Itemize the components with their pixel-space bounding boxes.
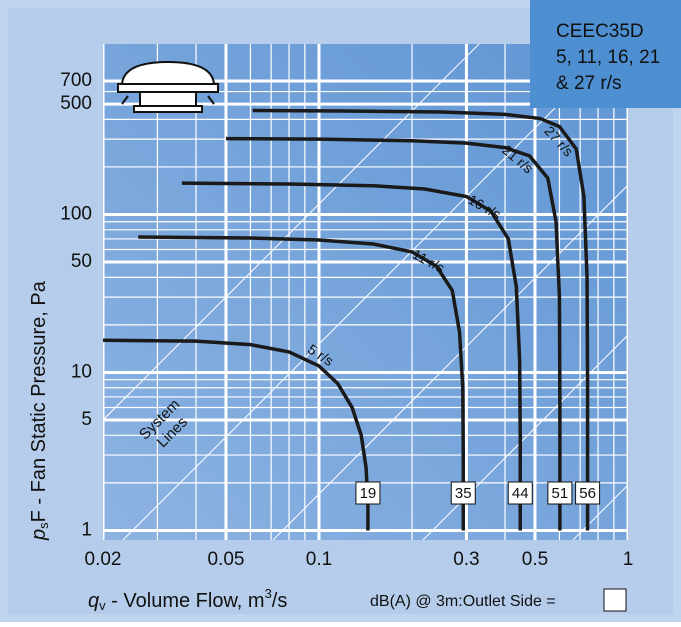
info-box xyxy=(530,0,681,108)
noise-value: 44 xyxy=(512,485,529,502)
curve xyxy=(252,108,590,531)
system-line xyxy=(272,184,628,540)
x-tick-label: 0.05 xyxy=(207,549,244,570)
y-tick-label: 5 xyxy=(81,409,92,430)
x-tick-label: 0.1 xyxy=(306,549,332,570)
noise-box xyxy=(355,481,381,505)
noise-value: 35 xyxy=(455,485,472,502)
y-axis-label: psF - Fan Static Pressure, Pa xyxy=(28,280,51,541)
info-line: CEEC35D xyxy=(556,21,644,42)
noise-box xyxy=(603,588,627,612)
y-tick-label: 500 xyxy=(60,93,92,114)
noise-value: 19 xyxy=(360,485,377,502)
noise-box xyxy=(507,481,533,505)
noise-box xyxy=(575,481,601,505)
noise-value: 56 xyxy=(579,485,596,502)
fan-icon xyxy=(117,60,219,113)
curve xyxy=(138,235,466,531)
info-line: & 27 r/s xyxy=(556,73,621,94)
y-tick-label: 1 xyxy=(81,519,92,540)
info-line: 5, 11, 16, 21 xyxy=(556,47,660,68)
curve xyxy=(225,136,562,531)
noise-box xyxy=(450,481,476,505)
x-axis-label: qv - Volume Flow, m3/s xyxy=(88,586,287,613)
noise-box xyxy=(547,481,573,505)
x-tick-label: 1 xyxy=(623,549,634,570)
system-line xyxy=(422,334,628,540)
x-tick-label: 0.3 xyxy=(453,549,479,570)
x-tick-label: 0.02 xyxy=(85,549,122,570)
x-tick-label: 0.5 xyxy=(522,549,548,570)
curve xyxy=(103,338,370,531)
y-tick-label: 10 xyxy=(71,361,92,382)
y-tick-label: 50 xyxy=(71,251,92,272)
y-tick-label: 100 xyxy=(60,204,92,225)
noise-note: dB(A) @ 3m:Outlet Side = xyxy=(370,593,556,610)
y-tick-label: 700 xyxy=(60,70,92,91)
noise-value: 51 xyxy=(552,485,569,502)
curve xyxy=(181,181,522,531)
system-line xyxy=(103,44,480,421)
